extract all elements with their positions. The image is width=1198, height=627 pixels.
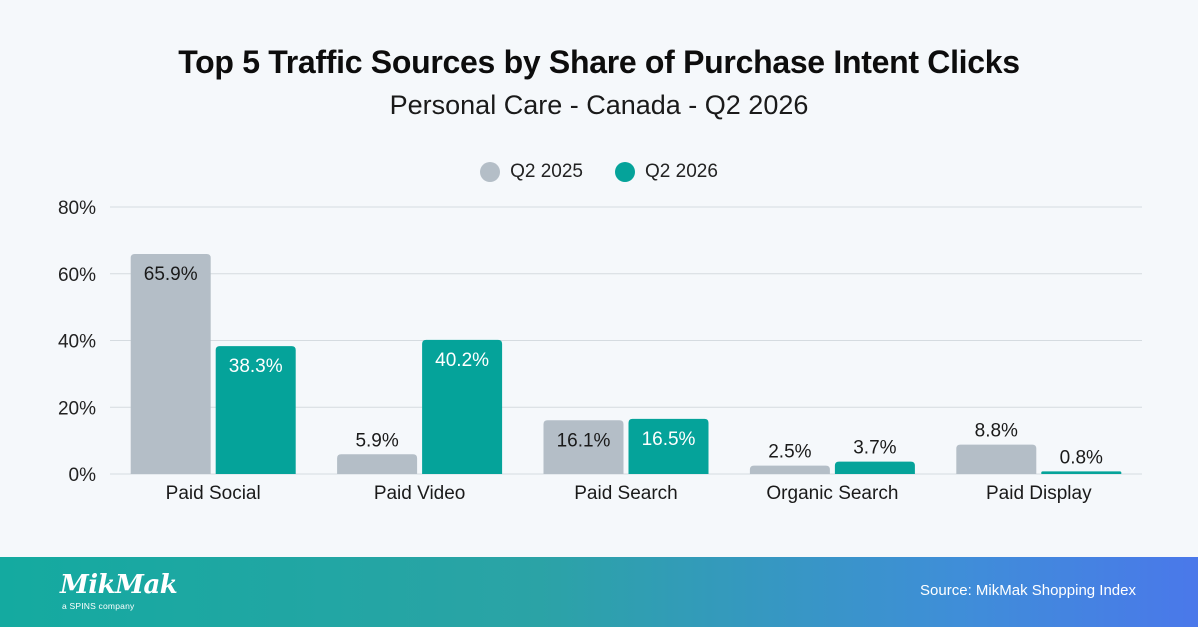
x-category-label: Paid Social: [166, 483, 261, 504]
x-category-label: Paid Search: [574, 483, 678, 504]
mikmak-logo: MikMak: [60, 570, 178, 600]
data-label: 5.9%: [355, 430, 398, 451]
y-tick-label: 60%: [58, 265, 96, 286]
data-label: 16.5%: [642, 429, 696, 450]
legend-label-q2-2025: Q2 2025: [510, 161, 583, 182]
bar-q2-2025: [749, 465, 830, 474]
bar-q2-2026: [215, 346, 296, 474]
bar-q2-2026: [628, 418, 709, 474]
x-category-label: Organic Search: [766, 483, 898, 504]
y-tick-label: 80%: [58, 198, 96, 219]
data-label: 3.7%: [853, 438, 896, 459]
legend-item-q2-2025: Q2 2025: [480, 161, 583, 183]
bar-q2-2025: [543, 420, 624, 474]
y-tick-label: 40%: [58, 332, 96, 353]
bar-q2-2026: [422, 339, 503, 474]
data-label: 2.5%: [768, 442, 811, 463]
x-category-label: Paid Video: [374, 483, 466, 504]
data-label: 40.2%: [435, 350, 489, 371]
x-category-label: Paid Display: [986, 483, 1092, 504]
data-label: 8.8%: [975, 421, 1018, 442]
chart-title: Top 5 Traffic Sources by Share of Purcha…: [178, 44, 1020, 80]
bar-q2-2025: [956, 444, 1037, 474]
y-tick-label: 0%: [69, 465, 97, 486]
bar-q2-2026: [834, 461, 915, 474]
footer-banner: MikMak a SPINS company Source: MikMak Sh…: [0, 557, 1198, 627]
bar-q2-2025: [337, 454, 418, 474]
chart-legend: Q2 2025 Q2 2026: [0, 161, 1198, 183]
logo-tagline: a SPINS company: [62, 601, 135, 611]
legend-item-q2-2026: Q2 2026: [615, 161, 718, 183]
legend-swatch-q2-2025: [480, 162, 501, 182]
legend-label-q2-2026: Q2 2026: [645, 161, 718, 182]
data-label: 65.9%: [144, 264, 198, 285]
legend-swatch-q2-2026: [615, 162, 635, 182]
y-tick-label: 20%: [58, 398, 96, 419]
data-label: 16.1%: [557, 430, 611, 451]
bar-q2-2026: [1041, 471, 1122, 474]
source-note: Source: MikMak Shopping Index: [920, 582, 1136, 599]
bar-chart: 0% 20% 40% 60% 80% 65.9% 38.3% Paid Social 5.9% 4…: [58, 198, 1142, 504]
data-label: 38.3%: [229, 356, 283, 377]
bar-q2-2025: [130, 254, 211, 474]
chart-subtitle: Personal Care - Canada - Q2 2026: [389, 90, 809, 120]
data-label: 0.8%: [1060, 447, 1103, 468]
